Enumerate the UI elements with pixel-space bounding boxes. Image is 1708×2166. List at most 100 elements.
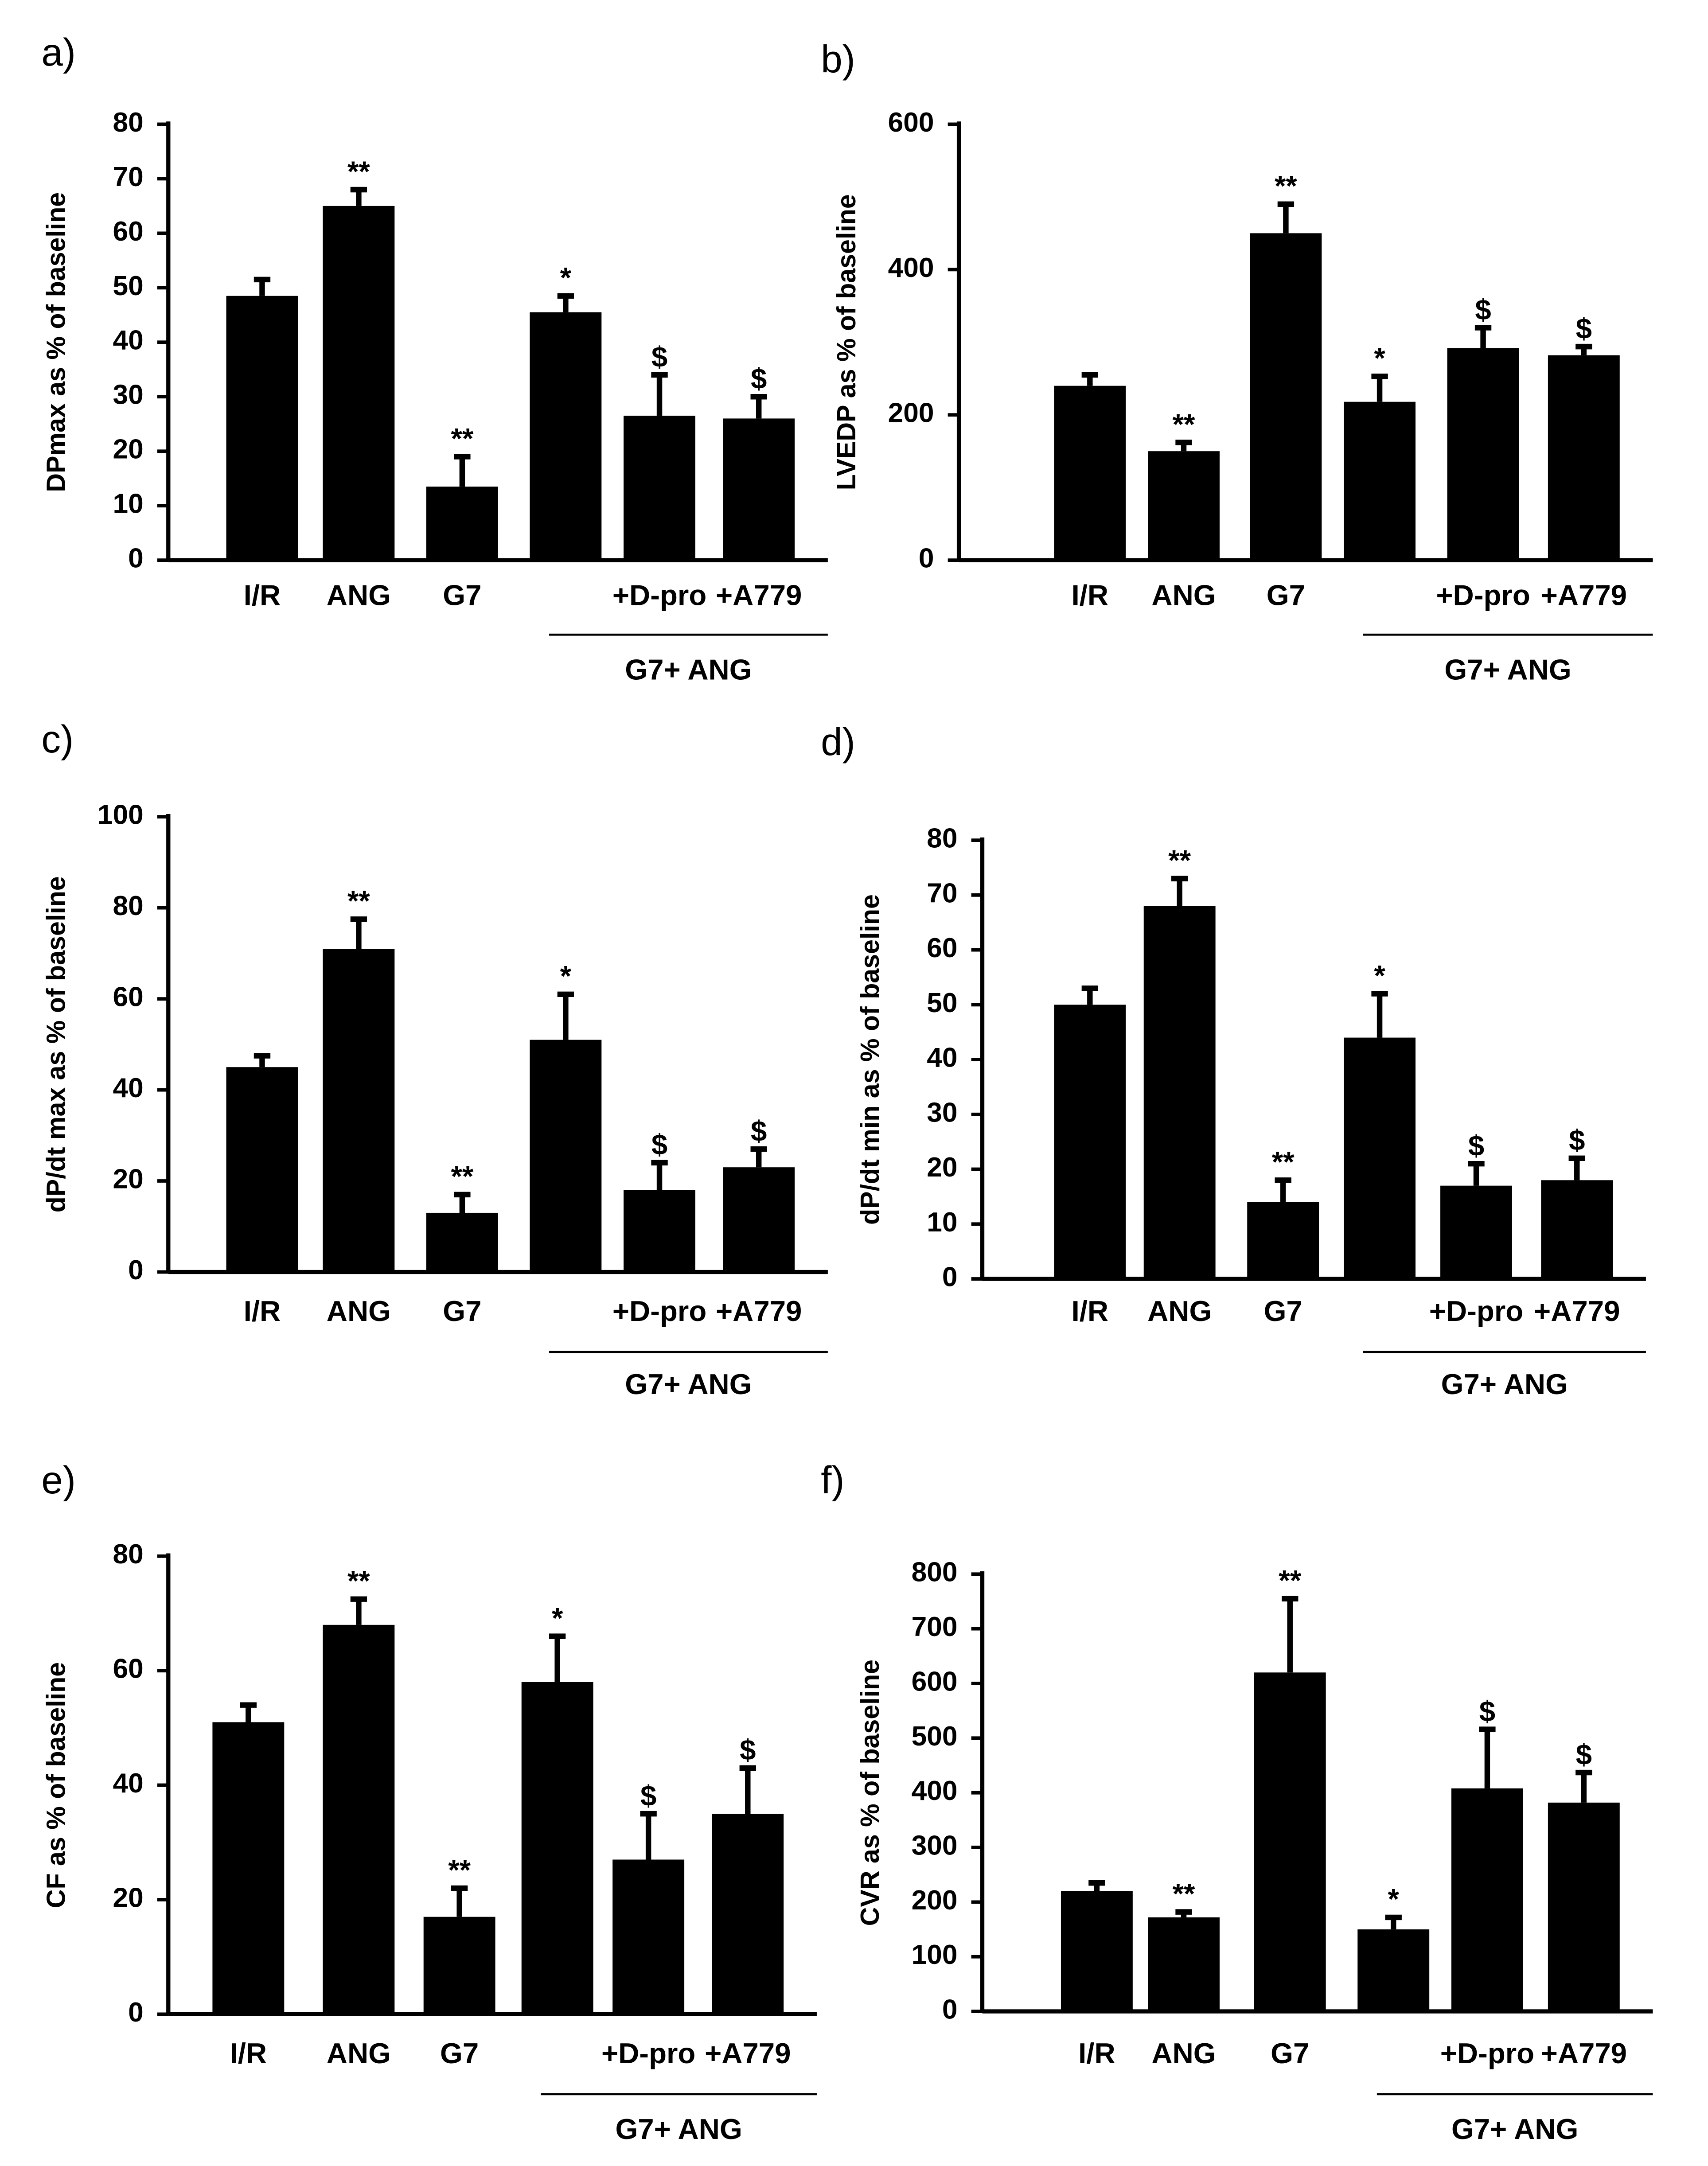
y-tick-label: 70 [113,162,144,192]
y-tick-label: 200 [912,1885,958,1916]
bar [1148,451,1220,561]
x-tick-label: ANG [1151,2037,1216,2069]
x-tick-label: I/R [1078,2037,1115,2069]
bar [1541,1180,1613,1279]
x-tick-label: I/R [230,2037,267,2069]
x-tick-label: +D-pro [1440,2037,1534,2069]
group-label: G7+ ANG [1441,1368,1568,1400]
x-tick-label: ANG [1147,1295,1212,1327]
bar [1344,401,1416,561]
x-tick-label: +A779 [705,2037,791,2069]
significance-mark: $ [1569,1124,1585,1156]
significance-mark: $ [1479,1695,1495,1727]
significance-mark: ** [451,422,473,455]
y-tick-label: 0 [128,1997,144,2028]
significance-mark: $ [1475,293,1491,326]
y-tick-label: 30 [113,380,144,410]
x-tick-label: I/R [244,579,281,611]
x-tick-label: ANG [1151,579,1216,611]
bar [426,1212,498,1272]
bar [1357,1929,1430,2012]
bar [723,1167,795,1272]
significance-mark: ** [1173,408,1195,440]
x-tick-label: +A779 [1541,579,1627,611]
x-tick-label: G7 [443,1295,481,1327]
y-tick-label: 60 [113,982,144,1013]
group-label: G7+ ANG [625,1368,752,1400]
significance-mark: ** [347,1565,370,1597]
y-tick-label: 20 [927,1152,957,1183]
bar [1344,1037,1416,1279]
y-tick-label: 100 [97,800,144,830]
y-tick-label: 10 [927,1207,957,1238]
x-tick-label: G7 [1271,2037,1309,2069]
x-tick-label: ANG [327,579,391,611]
x-tick-label: I/R [1072,1295,1109,1327]
x-tick-label: +A779 [716,579,802,611]
significance-mark: $ [751,1114,767,1147]
significance-mark: ** [448,1854,471,1886]
x-tick-label: +A779 [1534,1295,1620,1327]
y-tick-label: 300 [912,1830,958,1861]
bar [624,416,695,561]
significance-mark: ** [1173,1878,1195,1910]
y-tick-label: 200 [888,398,934,429]
y-tick-label: 40 [113,1073,144,1103]
x-tick-label: +D-pro [1436,579,1530,611]
significance-mark: ** [1275,170,1297,202]
bar [624,1190,695,1272]
y-tick-label: 20 [113,1882,144,1913]
bar [323,1624,395,2014]
significance-mark: $ [651,340,667,373]
bar [1148,1917,1220,2012]
bar [530,1040,602,1272]
y-axis-label: LVEDP as % of baseline [831,194,861,490]
group-label: G7+ ANG [1444,654,1571,686]
bar [1447,348,1519,561]
bar [1143,906,1216,1279]
y-axis-label: DPmax as % of baseline [41,192,70,492]
significance-mark: $ [1576,1738,1592,1770]
panel-label: e) [41,1459,76,1502]
x-tick-label: G7 [1267,579,1305,611]
x-tick-label: I/R [1072,579,1109,611]
x-tick-label: G7 [440,2037,479,2069]
y-tick-label: 0 [942,1995,958,2025]
y-tick-label: 60 [927,933,957,963]
significance-mark: $ [740,1734,756,1766]
y-tick-label: 100 [912,1940,958,1970]
significance-mark: $ [1576,312,1592,344]
y-tick-label: 40 [927,1043,957,1073]
bar [1247,1202,1319,1279]
bar [521,1682,593,2014]
y-tick-label: 60 [113,216,144,247]
y-tick-label: 80 [113,891,144,921]
y-tick-label: 600 [912,1666,958,1697]
y-tick-label: 0 [919,543,934,574]
panel-label: a) [41,31,76,74]
y-tick-label: 0 [942,1262,958,1293]
y-tick-label: 60 [113,1654,144,1684]
y-axis-label: CF as % of baseline [41,1662,70,1908]
significance-mark: * [1374,342,1385,374]
bar [1250,233,1322,561]
bar [1548,355,1620,561]
y-tick-label: 40 [113,325,144,356]
bar [1451,1788,1523,2012]
significance-mark: $ [651,1128,667,1161]
y-tick-label: 20 [113,1164,144,1194]
x-tick-label: +D-pro [612,579,706,611]
x-tick-label: +D-pro [601,2037,695,2069]
panel-label: f) [821,1459,844,1502]
y-axis-label: dP/dt max as % of baseline [41,876,70,1212]
significance-mark: ** [347,885,370,917]
bar [426,487,498,561]
bar [212,1722,285,2014]
bar [323,949,395,1272]
group-label: G7+ ANG [615,2113,742,2145]
bar [530,312,602,561]
bar [226,296,298,561]
y-tick-label: 800 [912,1557,958,1588]
significance-mark: ** [1168,844,1191,877]
y-tick-label: 500 [912,1721,958,1752]
